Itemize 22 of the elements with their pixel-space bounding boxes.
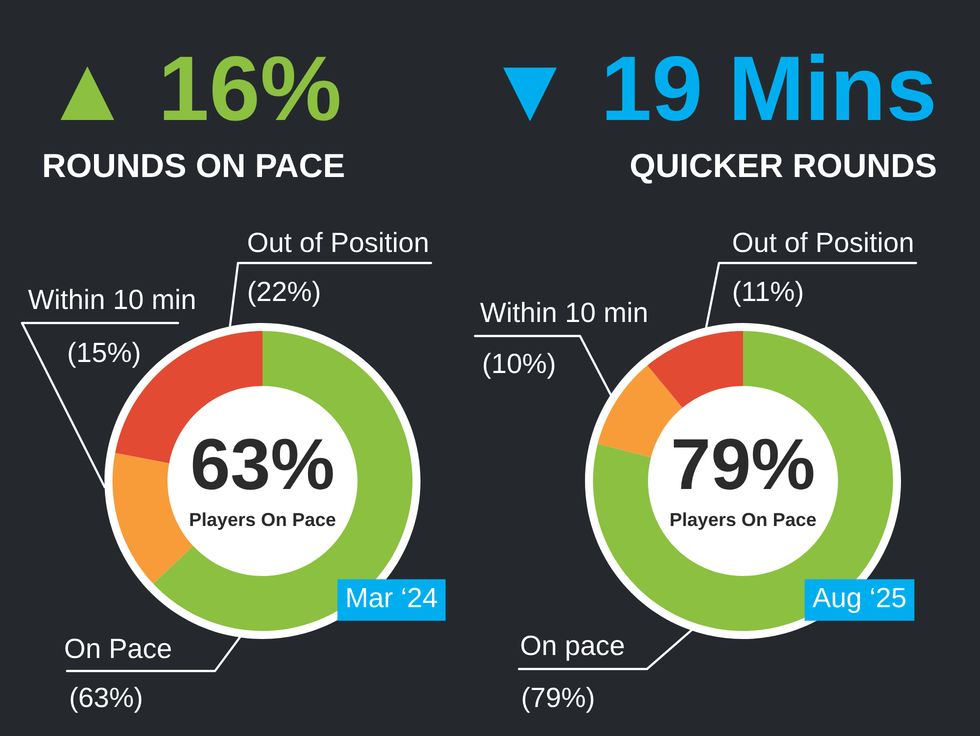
data-label: (79%): [522, 686, 594, 713]
chart-title: ▼ 19 Mins: [503, 54, 934, 122]
slice-label: Out of Position: [733, 232, 912, 252]
chart-title: ▲ 16%: [60, 56, 340, 121]
chart-subtitle: ROUNDS ON PACE: [44, 154, 344, 178]
slice-label: On Pace: [65, 638, 171, 658]
slice-label: Out of Position: [248, 232, 428, 252]
chart-subtitle: QUICKER ROUNDS: [630, 154, 936, 184]
data-label: (22%): [248, 280, 320, 307]
text: Mar ‘24: [347, 588, 437, 608]
slice-label: On pace: [521, 636, 624, 661]
text: Players On Pace: [190, 512, 336, 530]
slice-label: Within 10 min: [28, 288, 194, 310]
text: Aug ‘25: [812, 588, 906, 613]
text: 79%: [674, 438, 814, 490]
text: 63%: [192, 438, 333, 490]
data-label: (11%): [734, 280, 802, 307]
text: Players On Pace: [670, 512, 816, 530]
slice-label: Within 10 min: [480, 302, 646, 322]
data-label: (10%): [484, 352, 554, 379]
data-label: (63%): [70, 686, 142, 713]
data-label: (15%): [68, 342, 140, 368]
